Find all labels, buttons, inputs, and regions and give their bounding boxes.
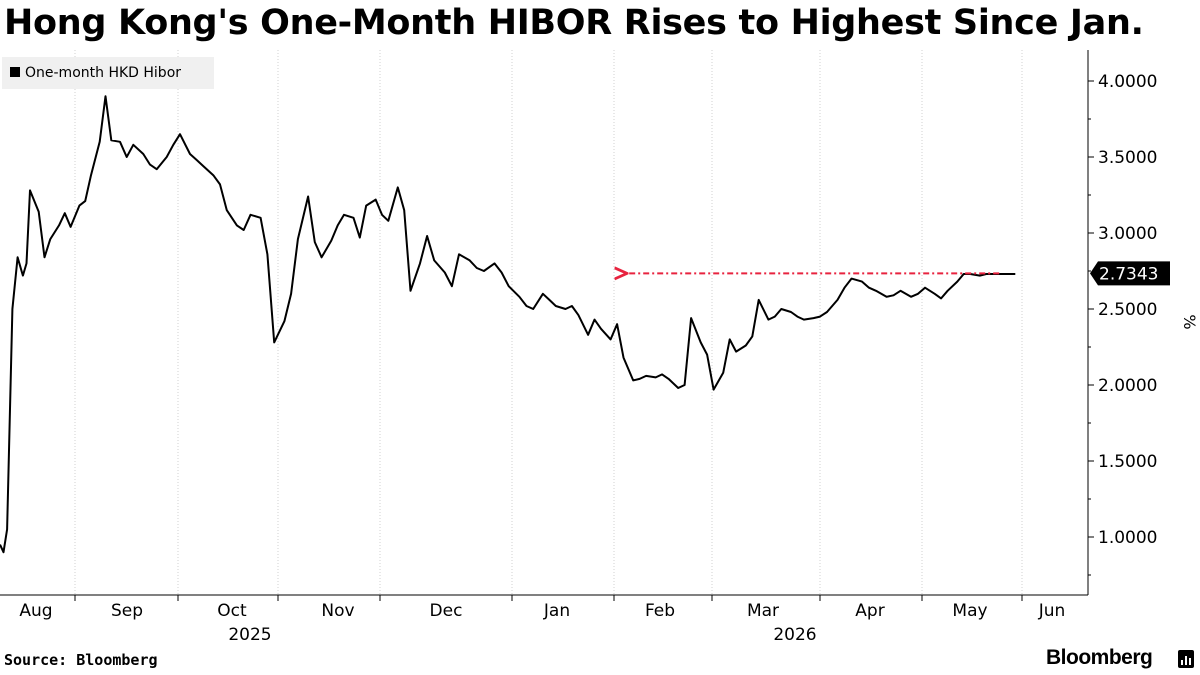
chart-title: Hong Kong's One-Month HIBOR Rises to Hig… (4, 3, 1144, 43)
x-tick-label-may: May (952, 601, 987, 621)
series-layer: 2.7343 (0, 95, 1170, 554)
x-tick-label-sep: Sep (111, 601, 143, 621)
last-value-label: 2.7343 (1099, 264, 1158, 284)
legend-label: One-month HKD Hibor (25, 65, 181, 81)
x-tick-label-nov: Nov (321, 601, 354, 621)
series-line-hkd-hibor (0, 95, 1016, 554)
year-label-2026: 2026 (773, 625, 816, 645)
y-tick-label-4: 3.0000 (1098, 224, 1157, 244)
x-tick-label-jun: Jun (1038, 601, 1066, 621)
y-tick-label-3: 2.5000 (1098, 300, 1157, 320)
x-tick-label-apr: Apr (855, 601, 884, 621)
y-tick-label-1: 1.5000 (1098, 452, 1157, 472)
vertical-gridlines (74, 50, 1023, 595)
last-value-badge (1090, 261, 1170, 286)
y-tick-label-5: 3.5000 (1098, 148, 1157, 168)
y-tick-label-6: 4.0000 (1098, 72, 1157, 92)
x-tick-label-jan: Jan (543, 601, 570, 621)
x-tick-label-dec: Dec (430, 601, 463, 621)
legend: One-month HKD Hibor (2, 57, 214, 89)
y-tick-label-0: 1.0000 (1098, 528, 1157, 548)
brand-logo: Bloomberg (1046, 646, 1153, 669)
x-tick-label-mar: Mar (747, 601, 779, 621)
legend-background (2, 57, 214, 89)
x-tick-label-feb: Feb (645, 601, 675, 621)
source-label: Source: Bloomberg (4, 651, 158, 669)
x-tick-label-oct: Oct (217, 601, 247, 621)
x-tick-label-aug: Aug (19, 601, 52, 621)
year-label-2025: 2025 (228, 625, 271, 645)
y-tick-label-2: 2.0000 (1098, 376, 1157, 396)
axes: 1.0000 1.5000 2.0000 2.5000 3.0000 3.5000 4.00… (0, 50, 1199, 645)
bar-chart-icon (1178, 650, 1194, 668)
legend-swatch (10, 67, 20, 77)
y-axis-label: % (1180, 314, 1199, 329)
